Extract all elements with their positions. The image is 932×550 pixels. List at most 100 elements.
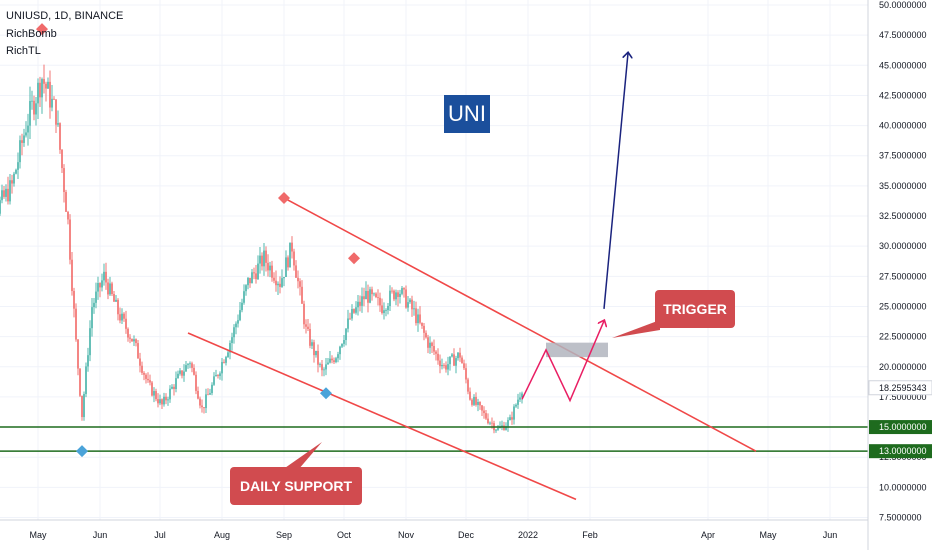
candle-body <box>131 338 133 342</box>
trendline[interactable] <box>283 197 757 452</box>
candle-body <box>487 418 489 424</box>
projected-path[interactable] <box>521 321 604 403</box>
candles <box>0 64 523 434</box>
candle-body <box>187 364 189 366</box>
candle-body <box>109 283 111 295</box>
candle-body <box>255 273 257 280</box>
candle-body <box>225 357 227 363</box>
candle-body <box>129 337 131 339</box>
trigger-zone[interactable] <box>546 342 608 358</box>
candle-body <box>333 360 335 363</box>
candle-body <box>177 373 179 379</box>
candle-body <box>321 364 323 371</box>
y-tick-label: 20.0000000 <box>879 362 927 372</box>
candle-body <box>249 277 251 284</box>
x-tick-label: 2022 <box>518 530 538 540</box>
candle-body <box>227 352 229 358</box>
candle-body <box>461 357 463 364</box>
candle-body <box>35 103 37 115</box>
candle-body <box>265 250 267 263</box>
candle-body <box>119 314 121 321</box>
candle-body <box>287 257 289 268</box>
candle-body <box>237 320 239 324</box>
candle-body <box>305 324 307 327</box>
trigger-callout-pointer <box>612 320 660 338</box>
time-axis[interactable]: May Jun Jul Aug Sep Oct Nov Dec 2022 Feb Apr May Jun <box>0 519 868 540</box>
candle-body <box>149 380 151 383</box>
candle-body <box>245 285 247 292</box>
candle-body <box>297 277 299 282</box>
candle-body <box>465 368 467 380</box>
candle-body <box>123 313 125 319</box>
candle-body <box>289 242 291 268</box>
candle-body <box>97 283 99 292</box>
candle-body <box>453 354 455 366</box>
candle-body <box>451 354 453 357</box>
candle-body <box>69 219 71 260</box>
candle-body <box>59 123 61 150</box>
candle-body <box>441 365 443 367</box>
candle-body <box>281 278 283 287</box>
candle-body <box>457 352 459 359</box>
candle-body <box>393 290 395 300</box>
candle-body <box>71 259 73 291</box>
candle-body <box>163 396 165 405</box>
candle-body <box>329 358 331 363</box>
candle-body <box>431 342 433 346</box>
indicator-richbomb[interactable]: RichBomb <box>6 28 57 40</box>
last-price-tag <box>868 380 932 396</box>
candle-body <box>33 100 35 115</box>
top-marker <box>348 252 360 265</box>
candle-body <box>315 350 317 356</box>
candle-body <box>63 168 65 193</box>
candle-body <box>27 125 29 133</box>
candle-body <box>49 81 51 108</box>
y-tick-label: 40.0000000 <box>879 121 927 131</box>
candle-body <box>433 345 435 352</box>
target-arrow[interactable] <box>603 53 628 309</box>
candle-body <box>317 350 319 365</box>
x-tick-label: Apr <box>701 530 715 540</box>
candle-body <box>515 404 517 407</box>
candle-body <box>259 255 261 264</box>
x-tick-label: Feb <box>582 530 598 540</box>
candle-body <box>415 308 417 324</box>
candle-body <box>439 360 441 367</box>
candle-body <box>9 180 11 202</box>
y-tick-label: 10.0000000 <box>879 482 927 492</box>
candle-body <box>485 413 487 419</box>
candle-body <box>141 365 143 373</box>
price-axis[interactable]: 7.500000010.000000012.500000015.00000001… <box>867 0 932 550</box>
y-tick-label: 45.0000000 <box>879 60 927 70</box>
candle-body <box>107 282 109 295</box>
candle-body <box>127 328 129 338</box>
candle-body <box>507 420 509 427</box>
y-tick-label: 25.0000000 <box>879 301 927 311</box>
trigger-callout: TRIGGER <box>655 290 735 328</box>
candle-body <box>389 290 391 307</box>
candle-body <box>83 393 85 418</box>
candle-body <box>111 283 113 295</box>
candle-body <box>319 364 321 365</box>
candle-body <box>481 405 483 411</box>
candle-body <box>75 308 77 340</box>
candle-body <box>383 310 385 314</box>
trendline[interactable] <box>187 332 577 501</box>
candle-body <box>273 277 275 281</box>
candle-body <box>125 318 127 329</box>
indicator-richtl[interactable]: RichTL <box>6 45 41 57</box>
candle-body <box>189 363 191 365</box>
candle-body <box>133 339 135 342</box>
candle-body <box>349 318 351 320</box>
candle-body <box>303 303 305 325</box>
candle-body <box>391 290 393 292</box>
candle-body <box>421 322 423 326</box>
candle-body <box>139 358 141 366</box>
candle-body <box>489 422 491 424</box>
candle-body <box>205 394 207 409</box>
candle-body <box>459 352 461 358</box>
candle-body <box>427 337 429 348</box>
candle-body <box>399 293 401 297</box>
candle-body <box>375 293 377 297</box>
